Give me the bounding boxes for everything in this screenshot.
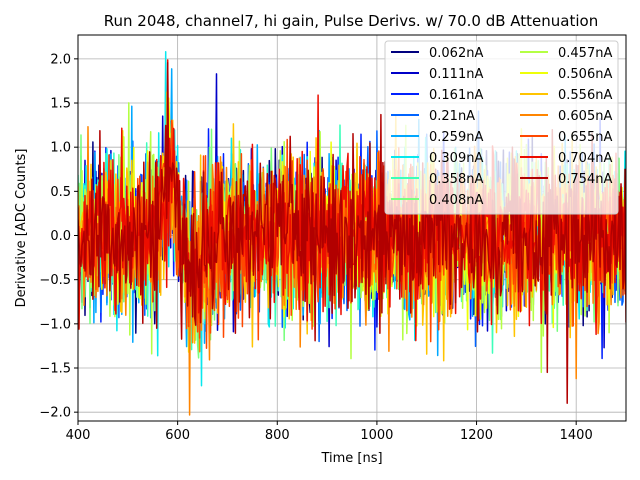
x-tick-label: 1400 — [560, 428, 593, 443]
y-tick-label: −2.0 — [39, 406, 71, 421]
y-tick-label: 1.0 — [50, 141, 71, 156]
series-line-0.754nA — [78, 61, 626, 405]
y-tick-label: −1.5 — [39, 362, 71, 377]
chart-title: Run 2048, channel7, hi gain, Pulse Deriv… — [104, 12, 598, 30]
legend-label: 0.309nA — [429, 151, 483, 166]
x-tick-label: 1000 — [360, 428, 393, 443]
y-tick-label: −1.0 — [39, 317, 71, 332]
legend-label: 0.21nA — [429, 109, 475, 124]
legend-label: 0.259nA — [429, 130, 483, 145]
y-tick-label: 2.0 — [50, 52, 71, 67]
legend-label: 0.062nA — [429, 46, 483, 61]
x-axis-label: Time [ns] — [320, 451, 382, 466]
x-tick-label: 400 — [66, 428, 91, 443]
x-tick-label: 1200 — [460, 428, 493, 443]
y-tick-label: 0.5 — [50, 185, 71, 200]
y-tick-label: 1.5 — [50, 97, 71, 112]
x-tick-label: 800 — [265, 428, 290, 443]
legend-label: 0.754nA — [558, 172, 612, 187]
axis-ticks: 400 600 800 1000 1200 1400 −2.0 −1.5 −1.0 −0.5 0.0… — [39, 52, 592, 443]
legend-label: 0.358nA — [429, 172, 483, 187]
legend-label: 0.408nA — [429, 193, 483, 208]
legend-label: 0.556nA — [558, 88, 612, 103]
y-tick-label: −0.5 — [39, 273, 71, 288]
y-axis-label: Derivative [ADC Counts] — [14, 149, 29, 308]
legend-label: 0.111nA — [429, 67, 483, 82]
y-tick-label: 0.0 — [50, 229, 71, 244]
legend-label: 0.161nA — [429, 88, 483, 103]
legend-label: 0.457nA — [558, 46, 612, 61]
x-tick-label: 600 — [165, 428, 190, 443]
legend-label: 0.605nA — [558, 109, 612, 124]
legend-label: 0.506nA — [558, 67, 612, 82]
legend: 0.062nA 0.111nA 0.161nA 0.21nA 0.259nA 0.309n… — [384, 40, 619, 215]
legend-label: 0.655nA — [558, 130, 612, 145]
plot-frame — [77, 34, 627, 422]
legend-box — [384, 40, 619, 215]
legend-label: 0.704nA — [558, 151, 612, 166]
